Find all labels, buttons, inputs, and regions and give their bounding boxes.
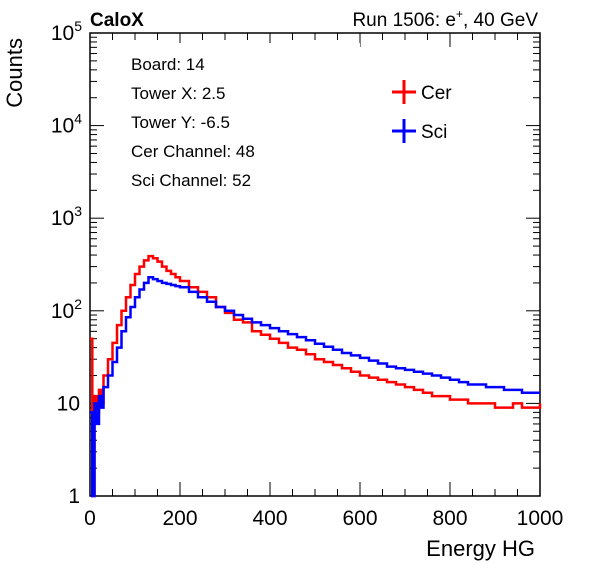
run-label: Run 1506: e+, 40 GeV bbox=[352, 7, 538, 31]
run-suffix: , 40 GeV bbox=[463, 10, 538, 31]
info-lines: Board: 14 Tower X: 2.5 Tower Y: -6.5 Cer… bbox=[131, 55, 255, 190]
legend-cer-label: Cer bbox=[421, 83, 452, 104]
x-tick-label: 800 bbox=[432, 507, 467, 530]
info-box bbox=[120, 43, 360, 203]
legend: Cer Sci bbox=[392, 80, 452, 143]
legend-sci-label: Sci bbox=[421, 122, 447, 143]
y-tick-label: 10 bbox=[57, 392, 80, 415]
brand-label: CaloX bbox=[90, 10, 144, 31]
run-charge-sup: + bbox=[456, 7, 463, 21]
y-tick-label: 104 bbox=[51, 111, 82, 138]
run-prefix: Run 1506: e bbox=[352, 10, 456, 31]
series-line-sci bbox=[90, 276, 540, 498]
y-tick-label: 102 bbox=[51, 296, 82, 323]
info-tower-x: Tower X: 2.5 bbox=[131, 84, 226, 103]
series-line-cer bbox=[90, 254, 542, 498]
x-tick-label: 200 bbox=[162, 507, 197, 530]
y-tick-label: 105 bbox=[51, 18, 82, 45]
x-tick-label: 400 bbox=[252, 507, 287, 530]
x-tick-label: 1000 bbox=[517, 507, 564, 530]
info-sci-channel: Sci Channel: 52 bbox=[131, 171, 251, 190]
x-tick-label: 0 bbox=[84, 507, 96, 530]
info-board: Board: 14 bbox=[131, 55, 205, 74]
x-axis-title: Energy HG bbox=[426, 536, 535, 561]
y-tick-label: 1 bbox=[68, 485, 80, 508]
plot-area: 0 200 400 600 800 1000 1 10 102 103 104 105 bbox=[51, 18, 564, 530]
info-tower-y: Tower Y: -6.5 bbox=[131, 113, 230, 132]
y-tick-label: 103 bbox=[51, 203, 82, 230]
x-tick-label: 600 bbox=[342, 507, 377, 530]
info-cer-channel: Cer Channel: 48 bbox=[131, 142, 255, 161]
legend-entry-sci: Sci bbox=[392, 119, 447, 143]
y-axis-title: Counts bbox=[2, 38, 27, 108]
legend-entry-cer: Cer bbox=[392, 80, 452, 104]
